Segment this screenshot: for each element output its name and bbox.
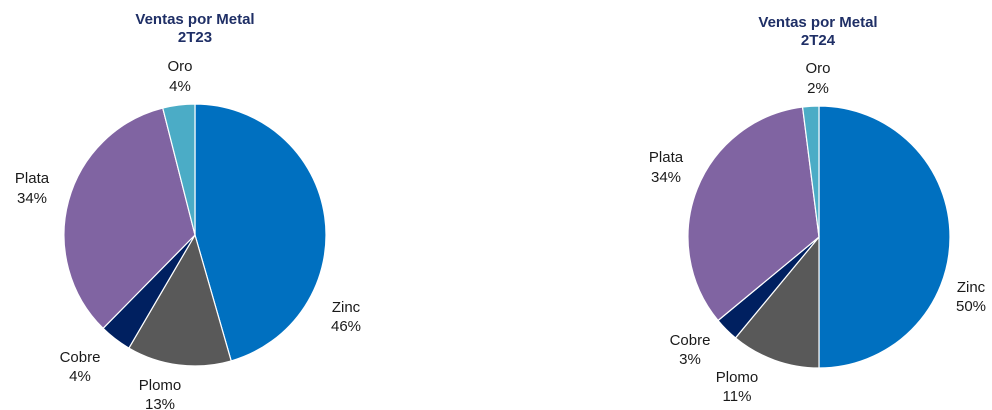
slice-name: Cobre [60, 349, 101, 366]
pie-chart-2t23: Ventas por Metal 2T23 Zinc 46% Plomo 13%… [15, 11, 361, 410]
slice-value: 4% [69, 368, 91, 385]
slice-label-plomo-2t23: Plomo 13% [139, 377, 182, 410]
slice-name: Plata [649, 149, 684, 166]
slice-value: 13% [145, 396, 175, 410]
chart-subtitle-2t24: 2T24 [801, 32, 836, 49]
pie-slice-oro [162, 103, 196, 236]
pie-slices-2t23 [63, 103, 327, 367]
slice-value: 3% [679, 351, 701, 368]
pie-chart-2t24: Ventas por Metal 2T24 Zinc 50% Plomo 11%… [649, 14, 986, 405]
slice-label-zinc-2t23: Zinc 46% [331, 299, 361, 335]
pie-slice-plata [687, 106, 820, 322]
chart-title-2t23: Ventas por Metal [135, 11, 254, 28]
pie-slice-zinc [194, 103, 327, 362]
pie-slices-2t24 [687, 105, 951, 369]
slice-name: Zinc [957, 279, 986, 296]
slice-value: 50% [956, 298, 986, 315]
slice-name: Oro [167, 58, 192, 75]
chart-title-2t24: Ventas por Metal [758, 14, 877, 31]
slice-name: Oro [805, 60, 830, 77]
slice-value: 4% [169, 78, 191, 95]
pie-slice-zinc [818, 105, 951, 369]
slice-value: 34% [17, 190, 47, 207]
slice-name: Plomo [716, 369, 759, 386]
pie-slice-plomo [128, 233, 232, 367]
slice-label-oro-2t23: Oro 4% [167, 58, 192, 95]
slice-label-plomo-2t24: Plomo 11% [716, 369, 759, 405]
slice-name: Plomo [139, 377, 182, 394]
slice-label-cobre-2t24: Cobre 3% [670, 332, 711, 368]
slice-value: 2% [807, 80, 829, 97]
slice-name: Cobre [670, 332, 711, 349]
slice-name: Zinc [332, 299, 361, 316]
slice-value: 11% [723, 388, 752, 405]
slice-label-plata-2t24: Plata 34% [649, 149, 684, 186]
slice-label-cobre-2t23: Cobre 4% [60, 349, 101, 385]
pie-slice-oro [801, 105, 820, 238]
slice-name: Plata [15, 170, 50, 187]
pie-slice-plomo [734, 235, 820, 369]
pie-slice-plata [63, 107, 196, 330]
slice-label-plata-2t23: Plata 34% [15, 170, 50, 207]
slice-value: 46% [331, 318, 361, 335]
chart-subtitle-2t23: 2T23 [178, 29, 212, 46]
slice-label-oro-2t24: Oro 2% [805, 60, 830, 97]
slice-label-zinc-2t24: Zinc 50% [956, 279, 986, 315]
slice-value: 34% [651, 169, 681, 186]
